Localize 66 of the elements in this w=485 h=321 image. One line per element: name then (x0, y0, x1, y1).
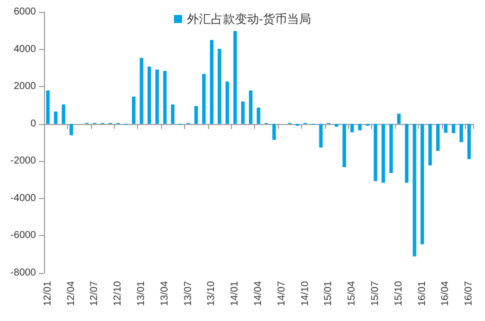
bar (342, 124, 346, 168)
bar (272, 124, 276, 140)
x-tick-label: 16/01 (416, 280, 428, 306)
bar (62, 104, 66, 124)
bar (202, 74, 206, 124)
bar (319, 124, 323, 148)
y-tick-label: -4000 (10, 192, 36, 204)
bar (460, 124, 464, 142)
x-tick-label: 12/07 (89, 280, 100, 306)
bar (210, 40, 214, 124)
y-tick-label: 0 (30, 118, 36, 130)
bar (467, 124, 471, 160)
bar (148, 66, 152, 124)
bar (444, 124, 448, 133)
bar (140, 58, 144, 124)
x-tick-label: 16/04 (440, 280, 452, 306)
bar (428, 124, 432, 166)
x-tick-label: 13/04 (159, 280, 170, 306)
x-tick-label: 15/01 (323, 280, 334, 306)
x-tick-label: 13/07 (182, 280, 194, 306)
bar (70, 124, 74, 136)
bar (389, 124, 393, 174)
x-tick-label: 15/04 (346, 280, 358, 306)
x-tick-label: 12/10 (112, 280, 124, 306)
bar (218, 48, 222, 124)
bar (226, 82, 230, 124)
bar (54, 112, 58, 124)
bar (132, 96, 136, 124)
bar (170, 104, 174, 124)
bar (452, 124, 456, 134)
x-tick-label: 14/01 (230, 280, 241, 306)
bar (334, 124, 338, 127)
bar (194, 106, 198, 124)
x-tick-label: 13/10 (206, 280, 218, 306)
y-tick-label: -2000 (10, 156, 36, 167)
bar (163, 70, 167, 124)
y-tick-label: 2000 (14, 81, 36, 92)
bar (350, 124, 354, 132)
x-tick-label: 14/04 (253, 280, 264, 306)
x-tick-label: 14/10 (300, 280, 311, 306)
x-tick-label: 15/10 (393, 280, 404, 306)
legend-label: 外汇占款变动-货币当局 (187, 12, 311, 26)
bar (412, 124, 416, 256)
bar (374, 124, 378, 182)
x-tick-label: 15/07 (370, 280, 381, 306)
y-tick-label: -6000 (10, 230, 36, 242)
x-tick-label: 12/01 (42, 280, 54, 306)
bar (46, 90, 50, 124)
bar (436, 124, 440, 151)
bar (358, 124, 362, 130)
y-tick-label: 6000 (14, 6, 36, 18)
x-tick-label: 13/01 (136, 280, 147, 306)
y-tick-label: 4000 (14, 44, 36, 55)
x-tick-label: 14/07 (276, 280, 288, 306)
bar (241, 101, 245, 124)
bar (397, 114, 401, 124)
x-tick-label: 12/04 (66, 280, 77, 306)
bar (382, 124, 386, 183)
y-tick-label: -8000 (10, 268, 36, 278)
bar (233, 31, 237, 124)
bar (404, 124, 408, 183)
bar (248, 90, 252, 124)
bar (420, 124, 424, 244)
x-tick-label: 16/07 (464, 280, 475, 306)
bar (256, 108, 260, 124)
bar (155, 70, 159, 124)
